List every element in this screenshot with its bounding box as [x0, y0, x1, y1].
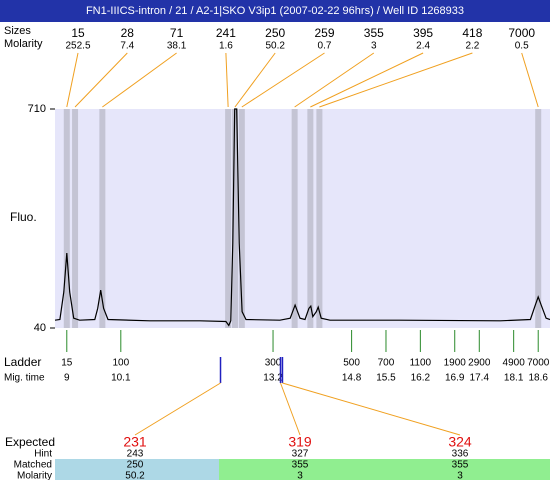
y-label: Fluo.	[10, 210, 37, 224]
ladder-time: 18.1	[504, 373, 524, 384]
peak-connector	[241, 52, 325, 108]
matched-molarity: 3	[457, 471, 463, 480]
peak-size: 395	[413, 26, 433, 40]
peak-size: 15	[71, 26, 85, 40]
row-label: Matched	[14, 460, 52, 471]
peak-molarity: 252.5	[65, 41, 90, 52]
peak-molarity: 2.2	[465, 41, 479, 52]
ladder-time: 17.4	[470, 373, 490, 384]
peak-size: 7000	[508, 26, 535, 40]
peak-size: 355	[364, 26, 384, 40]
peak-band	[63, 109, 70, 328]
peak-molarity: 2.4	[416, 41, 430, 52]
peak-size: 250	[265, 26, 285, 40]
ladder-size: 7000	[527, 358, 550, 369]
peak-band	[231, 109, 238, 328]
matched-size: 355	[292, 460, 309, 471]
expected-connector	[134, 382, 221, 436]
ladder-size: 100	[112, 358, 129, 369]
peak-band	[99, 109, 106, 328]
peak-band	[307, 109, 314, 328]
peak-size: 259	[314, 26, 334, 40]
peak-size: 418	[462, 26, 482, 40]
peak-band	[291, 109, 298, 328]
peak-molarity: 1.6	[219, 41, 233, 52]
title-bar	[0, 0, 550, 22]
ladder-size: 2900	[468, 358, 491, 369]
y-tick-label: 40	[34, 322, 46, 334]
peak-molarity: 3	[371, 41, 377, 52]
expected-size: 319	[288, 434, 312, 450]
plot-area	[55, 109, 550, 328]
peak-band	[316, 109, 323, 328]
ladder-time: 16.2	[411, 373, 431, 384]
matched-size: 355	[452, 460, 469, 471]
peak-molarity: 0.7	[318, 41, 332, 52]
matched-molarity: 50.2	[125, 471, 145, 480]
ladder-size: 1900	[444, 358, 467, 369]
peak-connector	[319, 52, 473, 108]
ladder-size: 500	[343, 358, 360, 369]
ladder-time: 13.2	[263, 373, 283, 384]
peak-molarity: 0.5	[515, 41, 529, 52]
ladder-size: 700	[378, 358, 395, 369]
peak-molarity: 50.2	[265, 41, 285, 52]
row-label: Sizes	[4, 25, 31, 37]
matched-cell-bg	[55, 459, 219, 480]
peak-molarity: 7.4	[120, 41, 134, 52]
peak-size: 71	[170, 26, 184, 40]
expected-connector	[282, 382, 461, 436]
expected-connector	[280, 382, 301, 436]
peak-band	[225, 109, 232, 328]
peak-connector	[521, 52, 539, 108]
ladder-time: 14.8	[342, 373, 362, 384]
ladder-label: Ladder	[4, 355, 41, 369]
ladder-size: 1100	[410, 358, 432, 369]
hint-size: 243	[127, 449, 144, 460]
ladder-size: 4900	[503, 358, 526, 369]
peak-connector	[234, 52, 276, 108]
row-label: Molarity	[17, 471, 52, 480]
trace	[54, 108, 550, 327]
peak-connector	[102, 52, 177, 108]
peak-band	[238, 109, 245, 328]
peak-connector	[225, 52, 229, 108]
ladder-time: 18.6	[528, 373, 548, 384]
hint-size: 327	[292, 449, 309, 460]
row-label: Expected	[5, 435, 55, 449]
matched-cell-bg	[219, 459, 550, 480]
peak-connector	[310, 52, 424, 108]
ladder-time-label: Mig. time	[4, 373, 45, 384]
ladder-size: 300	[265, 358, 282, 369]
peak-molarity: 38.1	[167, 41, 187, 52]
ladder-time: 10.1	[111, 373, 131, 384]
peak-size: 28	[121, 26, 135, 40]
title: FN1-IIICS-intron / 21 / A2-1|SKO V3ip1 (…	[86, 5, 464, 17]
hint-size: 336	[452, 449, 469, 460]
row-label: Hint	[34, 449, 52, 460]
peak-connector	[74, 52, 128, 108]
expected-size: 324	[448, 434, 472, 450]
ladder-size: 15	[61, 358, 73, 369]
y-tick-label: 710	[28, 103, 46, 115]
peak-band	[72, 109, 79, 328]
peak-size: 241	[216, 26, 236, 40]
ladder-time: 16.9	[445, 373, 465, 384]
ladder-time: 15.5	[376, 373, 396, 384]
expected-size: 231	[123, 434, 147, 450]
peak-connector	[294, 52, 375, 108]
peak-connector	[66, 52, 79, 108]
peak-band	[535, 109, 542, 328]
matched-molarity: 3	[297, 471, 303, 480]
ladder-time: 9	[64, 373, 70, 384]
row-label: Molarity	[4, 38, 43, 50]
matched-size: 250	[127, 460, 144, 471]
